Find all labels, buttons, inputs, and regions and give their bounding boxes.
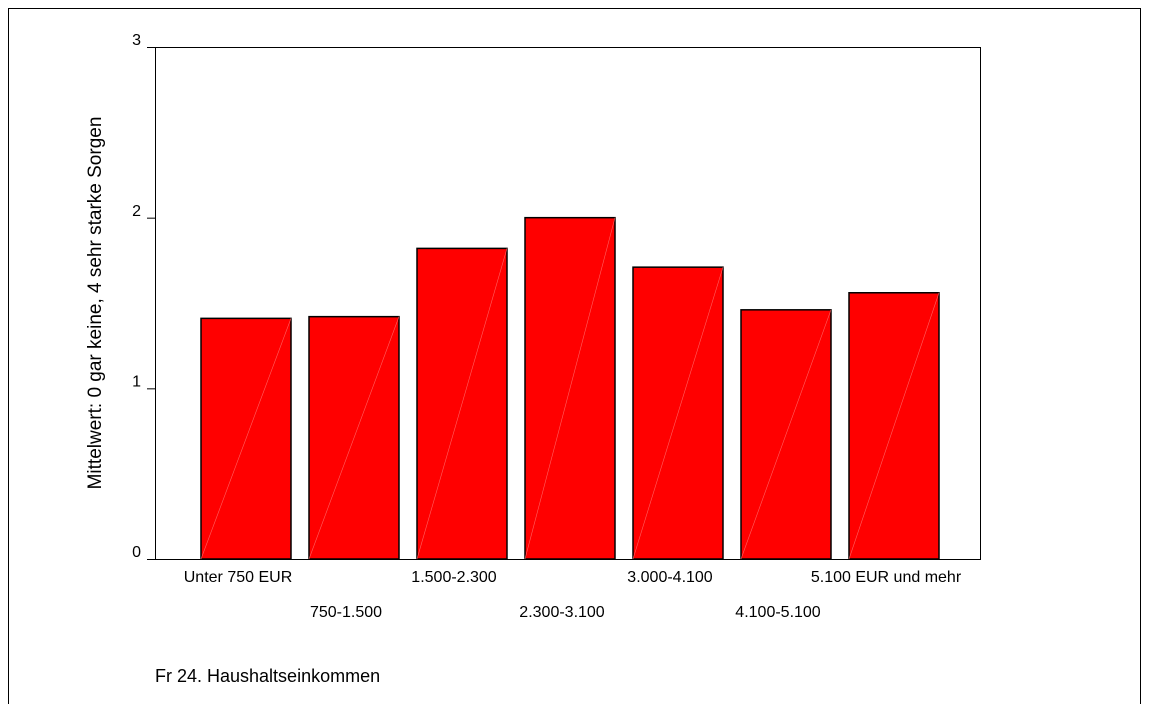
bar-hatch	[200, 318, 292, 560]
bar-hatch	[524, 217, 616, 560]
bar-hatch	[740, 309, 832, 560]
y-axis-title: Mittelwert: 0 gar keine, 4 sehr starke S…	[85, 117, 106, 490]
bar-hatch	[416, 248, 508, 560]
x-tick-label: Unter 750 EUR	[184, 569, 293, 586]
y-tick-label: 2	[132, 203, 141, 220]
x-tick-label: 2.300-3.100	[519, 604, 605, 621]
x-axis-title: Fr 24. Haushaltseinkommen	[155, 666, 380, 686]
x-tick-label: 3.000-4.100	[627, 569, 713, 586]
x-tick-label: 4.100-5.100	[735, 604, 821, 621]
y-tick-label: 1	[132, 374, 141, 391]
bar-hatch	[632, 267, 724, 560]
bar-hatch	[848, 292, 940, 560]
y-tick-label: 3	[132, 32, 141, 49]
frame	[8, 8, 1141, 704]
bar-hatch	[308, 316, 400, 560]
x-tick-label: 1.500-2.300	[411, 569, 497, 586]
x-tick-label: 5.100 EUR und mehr	[811, 569, 962, 586]
y-tick-label: 0	[132, 544, 141, 561]
x-tick-label: 750-1.500	[310, 604, 382, 621]
